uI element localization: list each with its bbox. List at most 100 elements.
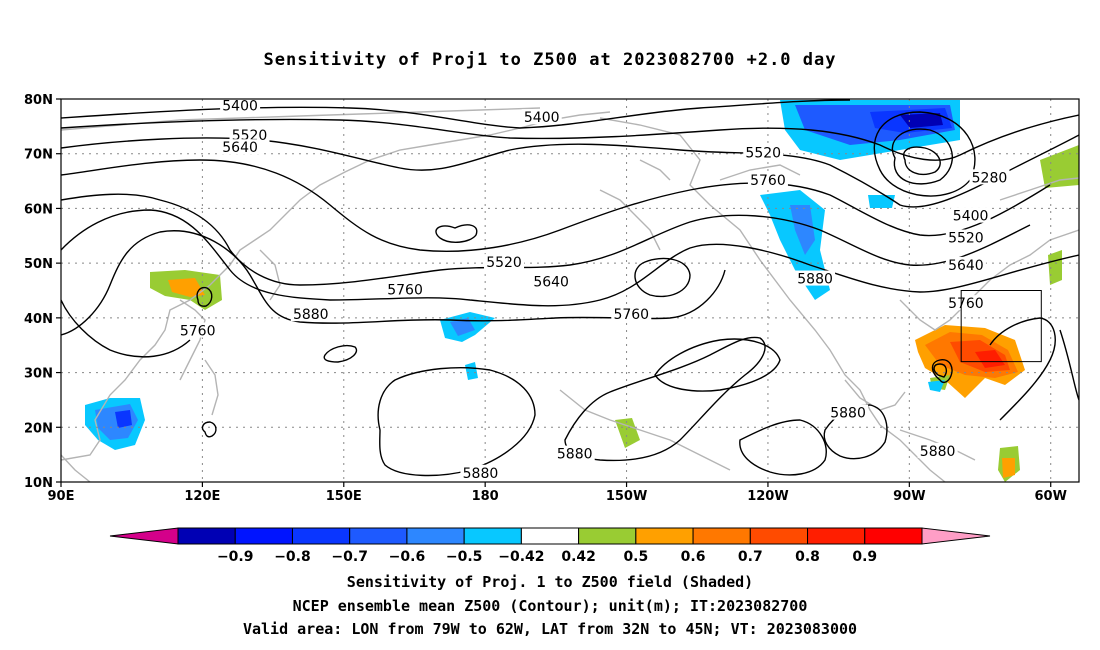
colorbar-box [177, 527, 236, 545]
z500-contour-line-5 [61, 193, 1031, 286]
contour-label: 5640 [533, 274, 569, 290]
lon-label: 120W [747, 489, 788, 504]
shading-region-15 [168, 278, 205, 297]
colorbar-box [463, 527, 522, 545]
colorbar-box [864, 527, 923, 545]
shading-region-26 [928, 380, 945, 392]
z500-contour-line-22 [989, 317, 1056, 421]
contour-label: 5880 [920, 444, 956, 460]
contour-label: 5400 [524, 110, 560, 126]
contour-label: 5760 [948, 296, 984, 312]
coastline-3 [599, 117, 881, 426]
sensitivity-shading [85, 100, 1079, 482]
colorbar-low-triangle [109, 527, 179, 545]
coastline-11 [259, 249, 281, 301]
contour-label: 5760 [180, 324, 216, 340]
contour-label-bg [220, 97, 261, 113]
coastline-14 [61, 454, 91, 482]
contour-label-bg [950, 207, 991, 223]
contour-label: 5880 [463, 466, 499, 482]
contour-label-bg [945, 229, 986, 245]
contour-label-bg [795, 270, 836, 286]
coastline-4 [879, 424, 946, 482]
z500-contour-line-8 [435, 224, 478, 243]
z500-contour-line-18 [933, 363, 948, 378]
z500-contour-line-12 [377, 366, 536, 477]
shading-region-10 [465, 362, 478, 380]
contour-label-bg [969, 169, 1010, 185]
z500-contour-line-1 [61, 99, 851, 129]
z500-contour-line-15 [739, 419, 827, 476]
contour-label: 5640 [948, 258, 984, 274]
contour-label: 5880 [797, 272, 833, 288]
chart-title: Sensitivity of Proj1 to Z500 at 20230827… [263, 50, 837, 70]
z500-contour-line-2 [61, 114, 1079, 161]
colorbar-label: 0.7 [738, 549, 763, 565]
contour-label-bg [828, 404, 869, 420]
z500-contour-line-4 [61, 159, 1051, 252]
contour-label-bg [945, 256, 986, 272]
z500-contour-line-17 [931, 359, 953, 384]
valid-area-box [960, 290, 1042, 363]
shading-region-24 [975, 350, 1005, 368]
lon-label: 120E [184, 489, 220, 504]
contour-label-bg [554, 445, 595, 461]
coastline-10 [204, 359, 219, 416]
z500-contour-line-23 [1059, 329, 1079, 401]
colorbar-label: 0.6 [681, 549, 706, 565]
shading-region-7 [868, 195, 895, 208]
colorbar-box [578, 527, 637, 545]
contour-labels: 5400 5520 5640 5400 5520 5760 5280 5400 5520 5640… [177, 97, 1010, 482]
lon-label: 150E [326, 489, 362, 504]
colorbar-box [692, 527, 751, 545]
colorbar-label: −0.9 [217, 549, 254, 565]
shading-region-6 [790, 205, 815, 255]
colorbar-box [406, 527, 465, 545]
contour-label: 5520 [948, 231, 984, 247]
caption-line-3: Valid area: LON from 79W to 62W, LAT fro… [242, 620, 858, 638]
shading-region-20 [1002, 458, 1015, 478]
shading-region-13 [115, 410, 132, 428]
colorbar-label: −0.5 [446, 549, 483, 565]
shading-region-9 [450, 318, 475, 336]
contour-label: 5400 [222, 99, 258, 115]
coastline-15 [999, 177, 1079, 201]
contour-label: 5520 [745, 146, 781, 162]
contour-label-bg [747, 172, 788, 188]
coastline-1 [61, 111, 611, 461]
colorbar-box [807, 527, 866, 545]
coastline-6 [719, 164, 801, 181]
colorbar-label: 0.9 [852, 549, 877, 565]
lon-label: 90W [893, 489, 925, 504]
shading-region-18 [615, 418, 640, 448]
valid-area-rect [960, 290, 1042, 363]
contour-label: 5520 [486, 255, 522, 271]
lat-label: 10N [24, 476, 53, 491]
colorbar-label: 0.5 [623, 549, 648, 565]
contour-label: 5760 [613, 307, 649, 323]
contour-label: 5760 [387, 283, 423, 299]
colorbar-label: −0.8 [274, 549, 311, 565]
z500-contour-line-14 [654, 338, 781, 392]
colorbar-box [749, 527, 809, 545]
shading-region-16 [1040, 145, 1079, 188]
colorbar-label: −0.7 [331, 549, 368, 565]
lon-label: 180 [472, 489, 499, 504]
contour-label-bg [220, 139, 261, 155]
colorbar-box [234, 527, 293, 545]
lat-label: 50N [24, 257, 53, 272]
lon-label: 150W [606, 489, 647, 504]
contour-label: 5640 [222, 140, 258, 156]
contour-label: 5280 [972, 170, 1008, 186]
contour-label: 5880 [830, 406, 866, 422]
contour-label: 5760 [750, 173, 786, 189]
z500-contour-line-11 [323, 344, 358, 363]
z500-contour-line-10 [61, 299, 191, 358]
z500-contour-line-19 [903, 146, 941, 176]
shading-region-4 [900, 113, 943, 128]
colorbar-label: 0.8 [795, 549, 820, 565]
coastline-9 [179, 299, 206, 381]
colorbar-box [635, 527, 694, 545]
contour-label-bg [460, 464, 501, 480]
